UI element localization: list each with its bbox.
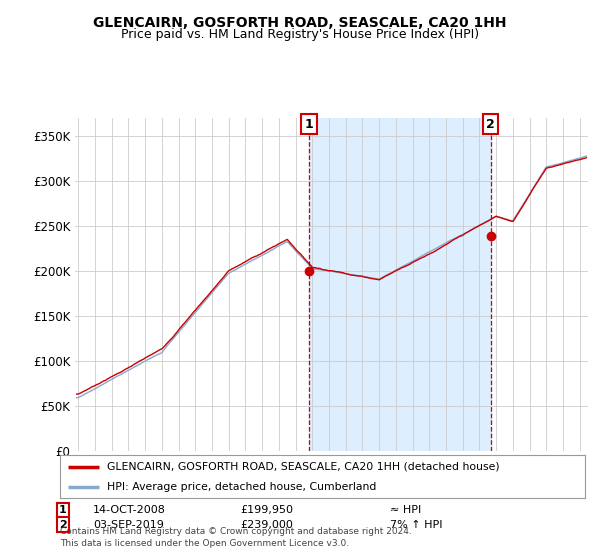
- Text: £199,950: £199,950: [240, 505, 293, 515]
- Text: £239,000: £239,000: [240, 520, 293, 530]
- Text: 1: 1: [304, 118, 313, 130]
- Text: Price paid vs. HM Land Registry's House Price Index (HPI): Price paid vs. HM Land Registry's House …: [121, 28, 479, 41]
- Text: Contains HM Land Registry data © Crown copyright and database right 2024.
This d: Contains HM Land Registry data © Crown c…: [60, 527, 412, 548]
- Text: 2: 2: [59, 520, 67, 530]
- Text: GLENCAIRN, GOSFORTH ROAD, SEASCALE, CA20 1HH (detached house): GLENCAIRN, GOSFORTH ROAD, SEASCALE, CA20…: [107, 461, 500, 472]
- Text: 1: 1: [59, 505, 67, 515]
- Text: GLENCAIRN, GOSFORTH ROAD, SEASCALE, CA20 1HH: GLENCAIRN, GOSFORTH ROAD, SEASCALE, CA20…: [93, 16, 507, 30]
- Text: 7% ↑ HPI: 7% ↑ HPI: [390, 520, 443, 530]
- Text: 14-OCT-2008: 14-OCT-2008: [93, 505, 166, 515]
- Text: 03-SEP-2019: 03-SEP-2019: [93, 520, 164, 530]
- Text: HPI: Average price, detached house, Cumberland: HPI: Average price, detached house, Cumb…: [107, 482, 377, 492]
- Text: 2: 2: [486, 118, 495, 130]
- Text: ≈ HPI: ≈ HPI: [390, 505, 421, 515]
- Bar: [309, 118, 491, 451]
